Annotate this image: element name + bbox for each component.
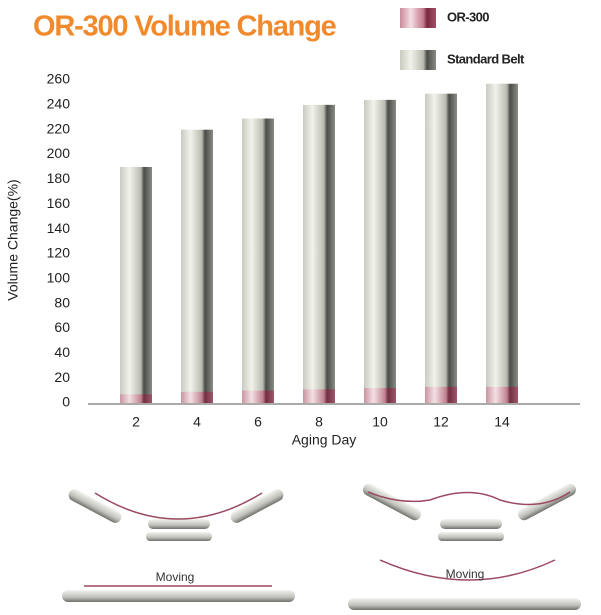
bar [303,389,335,403]
annotation: Moving [156,570,195,584]
bar [120,167,152,403]
legend-label: Standard Belt [447,51,525,66]
chart-title: OR-300 Volume Change [33,11,337,43]
y-tick-label: 220 [47,120,71,136]
y-tick-label: 100 [47,269,71,285]
y-tick-label: 140 [47,220,71,236]
y-tick-label: 180 [47,170,71,186]
x-tick-label: 12 [433,414,449,430]
diagram-right [348,482,581,610]
x-axis-label: Aging Day [292,432,357,448]
legend-label: OR-300 [447,9,489,24]
legend-swatch [400,8,436,28]
y-tick-label: 40 [54,344,70,360]
x-tick-label: 14 [494,414,510,430]
x-tick-label: 8 [315,414,323,430]
y-axis-label: Volume Change(%) [5,179,21,300]
y-tick-label: 80 [54,294,70,310]
y-tick-label: 120 [47,245,71,261]
y-tick-label: 260 [47,71,71,87]
bar [303,105,335,403]
x-tick-label: 10 [372,414,388,430]
bar [181,392,213,403]
y-tick-label: 20 [54,369,70,385]
chart: OR-300 Volume Change Volume Change(%) Ag… [0,0,601,615]
y-tick-label: 200 [47,145,71,161]
y-tick-label: 60 [54,319,70,335]
diagram-left [62,487,295,602]
bar [364,388,396,403]
annotation: Moving [446,567,485,581]
bar [486,387,518,403]
bar [120,394,152,403]
bar [486,84,518,403]
bar [364,100,396,403]
legend-swatch [400,50,436,70]
y-tick-label: 160 [47,195,71,211]
bar [425,387,457,403]
bar [425,94,457,403]
x-tick-label: 4 [193,414,201,430]
y-tick-label: 240 [47,96,71,112]
x-tick-label: 6 [254,414,262,430]
bar [242,119,274,403]
bar [242,391,274,403]
x-tick-label: 2 [132,414,140,430]
y-tick-label: 0 [62,394,70,410]
bar [181,130,213,403]
